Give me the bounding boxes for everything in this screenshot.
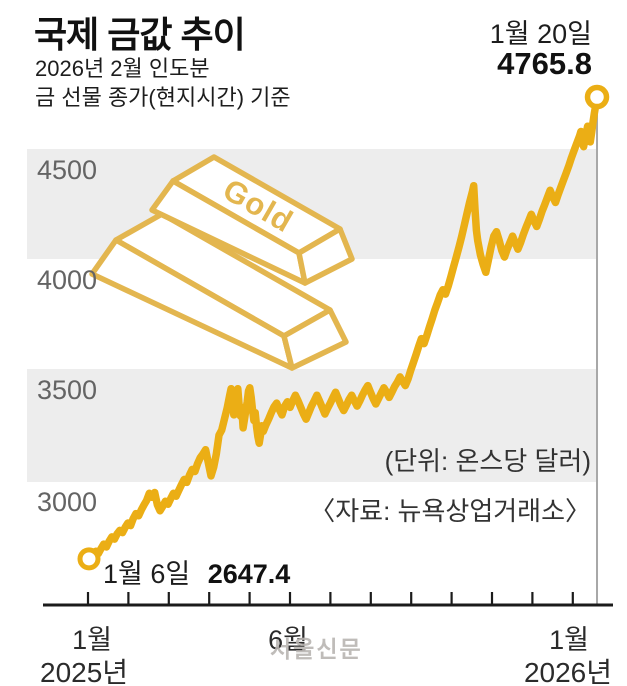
gold-bars-icon: Gold <box>89 154 355 371</box>
x-axis-label-jan-2026: 1월 <box>549 625 589 655</box>
x-axis-label-year-2026: 2026년 <box>523 657 612 686</box>
y-axis-label-4000: 4000 <box>37 265 98 295</box>
start-point-label: 1월 6일 2647.4 <box>103 552 290 591</box>
x-axis-ticks <box>86 592 574 605</box>
y-axis-label-3500: 3500 <box>37 375 98 405</box>
start-point-marker <box>77 547 101 571</box>
band-3500 <box>27 369 597 482</box>
chart-subtitle: 2026년 2월 인도분 금 선물 종가(현지시간) 기준 <box>35 54 291 112</box>
end-point-date-label: 1월 20일 <box>489 19 592 49</box>
x-axis-label-year-2025: 2025년 <box>40 657 129 686</box>
subtitle-line-2: 금 선물 종가(현지시간) 기준 <box>35 85 291 110</box>
start-point-value: 2647.4 <box>207 559 291 589</box>
gold-bar-top-end-face <box>296 226 355 286</box>
gold-bar-bottom-end-face <box>281 307 349 371</box>
y-axis-label-4500: 4500 <box>37 155 98 185</box>
page-title: 국제 금값 추이 <box>34 14 246 55</box>
start-point-date: 1월 6일 <box>103 559 191 589</box>
end-point-marker <box>584 84 610 110</box>
end-point-value-label: 4765.8 <box>497 46 592 81</box>
price-line <box>85 93 601 563</box>
source-note: 〈자료: 뉴욕상업거래소〉 <box>309 496 591 526</box>
x-axis-label-jan-2025: 1월 <box>72 625 112 655</box>
unit-note: (단위: 온스당 달러) <box>384 446 591 476</box>
x-axis <box>43 592 613 607</box>
newspaper-watermark: 서울신문 <box>270 636 363 662</box>
x-axis-label-jun: 6월 <box>268 625 308 655</box>
y-axis-label-3000: 3000 <box>37 487 98 517</box>
subtitle-line-1: 2026년 2월 인도분 <box>35 56 210 81</box>
